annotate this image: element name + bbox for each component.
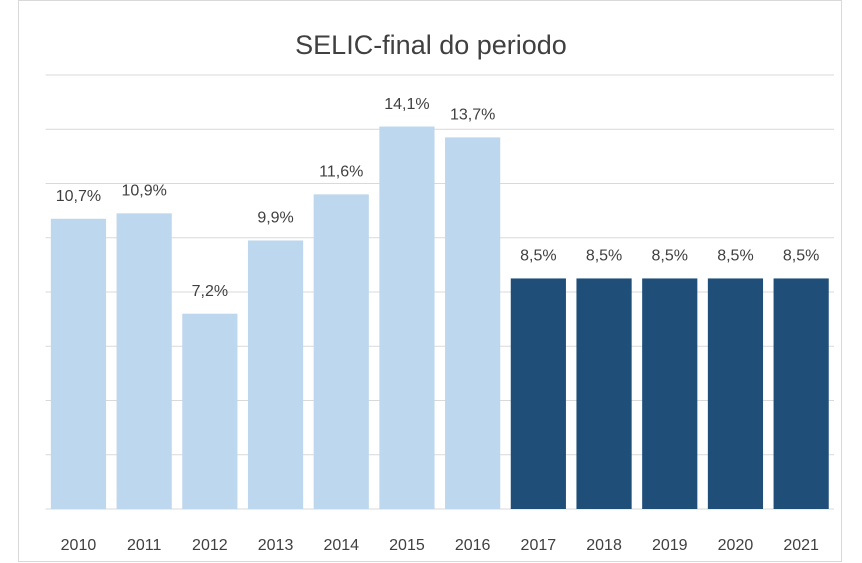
- data-label: 8,5%: [586, 248, 622, 265]
- x-tick-label: 2012: [192, 537, 228, 554]
- data-label: 8,5%: [717, 248, 753, 265]
- bar: [379, 126, 435, 509]
- bar: [247, 240, 304, 509]
- bar: [707, 278, 764, 509]
- x-tick-label: 2010: [61, 537, 97, 554]
- data-label: 11,6%: [319, 164, 363, 181]
- chart-title: SELIC-final do periodo: [295, 30, 567, 60]
- bar: [510, 278, 566, 509]
- data-label: 10,7%: [56, 188, 101, 205]
- x-tick-label: 2021: [783, 537, 819, 554]
- x-tick-label: 2020: [718, 537, 754, 554]
- x-tick-label: 2017: [521, 537, 557, 554]
- x-tick-label: 2018: [586, 537, 622, 554]
- x-tick-label: 2013: [258, 537, 294, 554]
- x-tick-label: 2015: [389, 537, 425, 554]
- bar: [116, 213, 172, 509]
- bar: [50, 218, 107, 509]
- data-label: 13,7%: [450, 107, 495, 124]
- data-label: 9,9%: [257, 210, 293, 227]
- x-tick-label: 2014: [323, 537, 359, 554]
- data-label: 8,5%: [520, 248, 556, 265]
- data-label: 8,5%: [652, 248, 688, 265]
- bar: [576, 278, 632, 509]
- bar: [182, 313, 238, 509]
- bar: [642, 278, 698, 509]
- x-tick-label: 2016: [455, 537, 491, 554]
- bar: [313, 194, 369, 509]
- data-label: 10,9%: [121, 183, 166, 200]
- bar: [773, 278, 829, 509]
- data-label: 14,1%: [384, 96, 429, 113]
- bar: [445, 137, 501, 509]
- x-tick-label: 2019: [652, 537, 688, 554]
- data-label: 8,5%: [783, 248, 819, 265]
- x-tick-label: 2011: [127, 537, 162, 554]
- data-label: 7,2%: [192, 283, 228, 300]
